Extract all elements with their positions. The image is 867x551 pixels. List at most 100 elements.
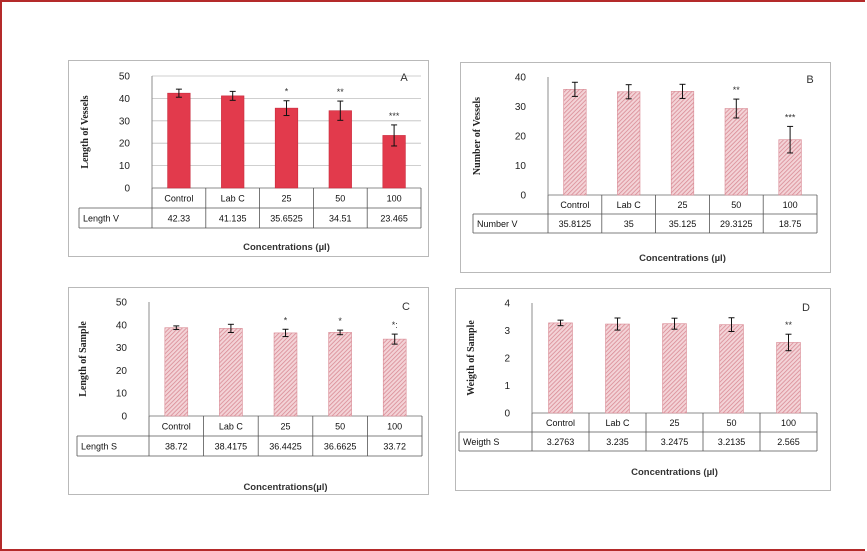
- table-row-header: Number V: [477, 219, 518, 229]
- category-label: Lab C: [617, 200, 642, 210]
- significance-marker: ***: [389, 111, 400, 121]
- data-label: 29.3125: [720, 219, 753, 229]
- y-tick-label: 0: [121, 412, 127, 423]
- table-row-header: Length S: [81, 442, 117, 452]
- y-tick-label: 10: [515, 161, 527, 172]
- y-tick-label: 3: [504, 326, 510, 337]
- category-label: Control: [162, 422, 191, 432]
- y-tick-label: 40: [116, 320, 128, 331]
- y-tick-label: 20: [119, 139, 131, 150]
- category-label: 100: [387, 422, 402, 432]
- y-tick-label: 10: [119, 161, 131, 172]
- data-label: 2.565: [777, 437, 800, 447]
- significance-marker: *: [284, 315, 288, 325]
- data-label: 18.75: [779, 219, 802, 229]
- y-tick-label: 10: [116, 389, 128, 400]
- bar-50: [724, 108, 748, 196]
- y-axis-title: Weigth of Sample: [466, 320, 477, 396]
- bar-25: [274, 107, 299, 189]
- bar-lab-c: [605, 323, 630, 414]
- y-tick-label: 0: [520, 191, 526, 202]
- category-label: 50: [335, 194, 345, 204]
- data-label: 34.51: [329, 214, 352, 224]
- bar-25: [273, 332, 298, 417]
- bar-50: [719, 324, 744, 414]
- data-label: 36.6625: [324, 442, 357, 452]
- significance-marker: *: [285, 87, 289, 97]
- category-label: 25: [677, 200, 687, 210]
- category-label: 50: [726, 418, 736, 428]
- category-label: Control: [546, 418, 575, 428]
- data-label: 38.4175: [215, 442, 248, 452]
- y-tick-label: 20: [116, 366, 128, 377]
- data-label: 41.135: [219, 214, 247, 224]
- x-axis-title: Concentrations (µl): [639, 253, 726, 264]
- bar-lab-c: [617, 91, 641, 196]
- panel-c: 0 10 20 30 40 50 * * *: Control Lab C 25 50 100 Length…: [68, 287, 429, 495]
- panel-b: 0 10 20 30 40 ** *** Control Lab C 25 50 100 Number …: [460, 62, 831, 273]
- x-axis-title: Concentrations(µl): [243, 482, 327, 493]
- bar-100: [382, 338, 407, 417]
- category-label: Control: [164, 194, 193, 204]
- bar-25: [670, 91, 695, 196]
- bar-50: [328, 332, 352, 417]
- data-label: 38.72: [165, 442, 188, 452]
- category-label: 25: [281, 194, 291, 204]
- category-label: 100: [781, 418, 796, 428]
- x-axis-title: Concentrations (µl): [243, 242, 330, 253]
- significance-marker: **: [337, 87, 345, 97]
- bar-control: [164, 327, 189, 417]
- data-label: 23.465: [380, 214, 408, 224]
- y-axis-title: Number of Vessels: [472, 97, 483, 175]
- panel-a: 0 10 20 30 40 50 * ** *** Control Lab C 25 50 100 Leng…: [68, 60, 429, 257]
- bar-25: [662, 323, 687, 414]
- y-tick-label: 40: [119, 94, 131, 105]
- y-axis-title: Length of Vessels: [80, 95, 91, 168]
- data-label: 35.125: [669, 219, 697, 229]
- table-row-header: Length V: [83, 214, 119, 224]
- x-axis-title: Concentrations (µl): [631, 467, 718, 478]
- bar-control: [167, 92, 191, 189]
- y-tick-label: 4: [504, 299, 510, 310]
- y-tick-label: 2: [504, 354, 510, 365]
- y-tick-label: 30: [515, 102, 527, 113]
- panel-letter: D: [802, 302, 810, 314]
- data-label: 35.6525: [270, 214, 303, 224]
- significance-marker: *: [338, 316, 342, 326]
- bar-100: [776, 342, 801, 414]
- y-tick-label: 30: [116, 343, 128, 354]
- y-tick-label: 40: [515, 73, 527, 84]
- category-label: 25: [669, 418, 679, 428]
- category-label: 25: [280, 422, 290, 432]
- y-tick-label: 0: [504, 409, 510, 420]
- data-label: 42.33: [168, 214, 191, 224]
- data-label: 3.2475: [661, 437, 689, 447]
- chart-svg-2: 0 10 20 30 40 50 * * *: Control Lab C 25 50 100 Length…: [76, 298, 423, 493]
- bar-control: [548, 322, 573, 414]
- y-tick-label: 20: [515, 132, 527, 143]
- bar-50: [328, 110, 352, 189]
- significance-marker: **: [733, 85, 741, 95]
- data-label: 35.8125: [559, 219, 592, 229]
- y-axis-title: Length of Sample: [78, 321, 89, 397]
- bar-control: [563, 89, 587, 196]
- bar-lab-c: [219, 328, 243, 417]
- panel-letter: B: [806, 74, 813, 86]
- category-label: Lab C: [605, 418, 630, 428]
- y-tick-label: 0: [124, 184, 130, 195]
- chart-svg-3: 0 1 2 3 4 ** Control Lab C 25 50 100 Weigth S 3.2763…: [458, 299, 818, 478]
- y-tick-label: 30: [119, 116, 131, 127]
- data-label: 3.2135: [718, 437, 746, 447]
- data-label: 35: [624, 219, 634, 229]
- category-label: Control: [560, 200, 589, 210]
- category-label: 100: [783, 200, 798, 210]
- y-tick-label: 1: [504, 381, 510, 392]
- panel-d: 0 1 2 3 4 ** Control Lab C 25 50 100 Weigth S 3.2763…: [455, 288, 831, 491]
- table-row-header: Weigth S: [463, 437, 499, 447]
- bar-lab-c: [221, 95, 245, 189]
- significance-marker: *:: [392, 320, 398, 330]
- significance-marker: ***: [785, 112, 796, 122]
- significance-marker: **: [785, 320, 793, 330]
